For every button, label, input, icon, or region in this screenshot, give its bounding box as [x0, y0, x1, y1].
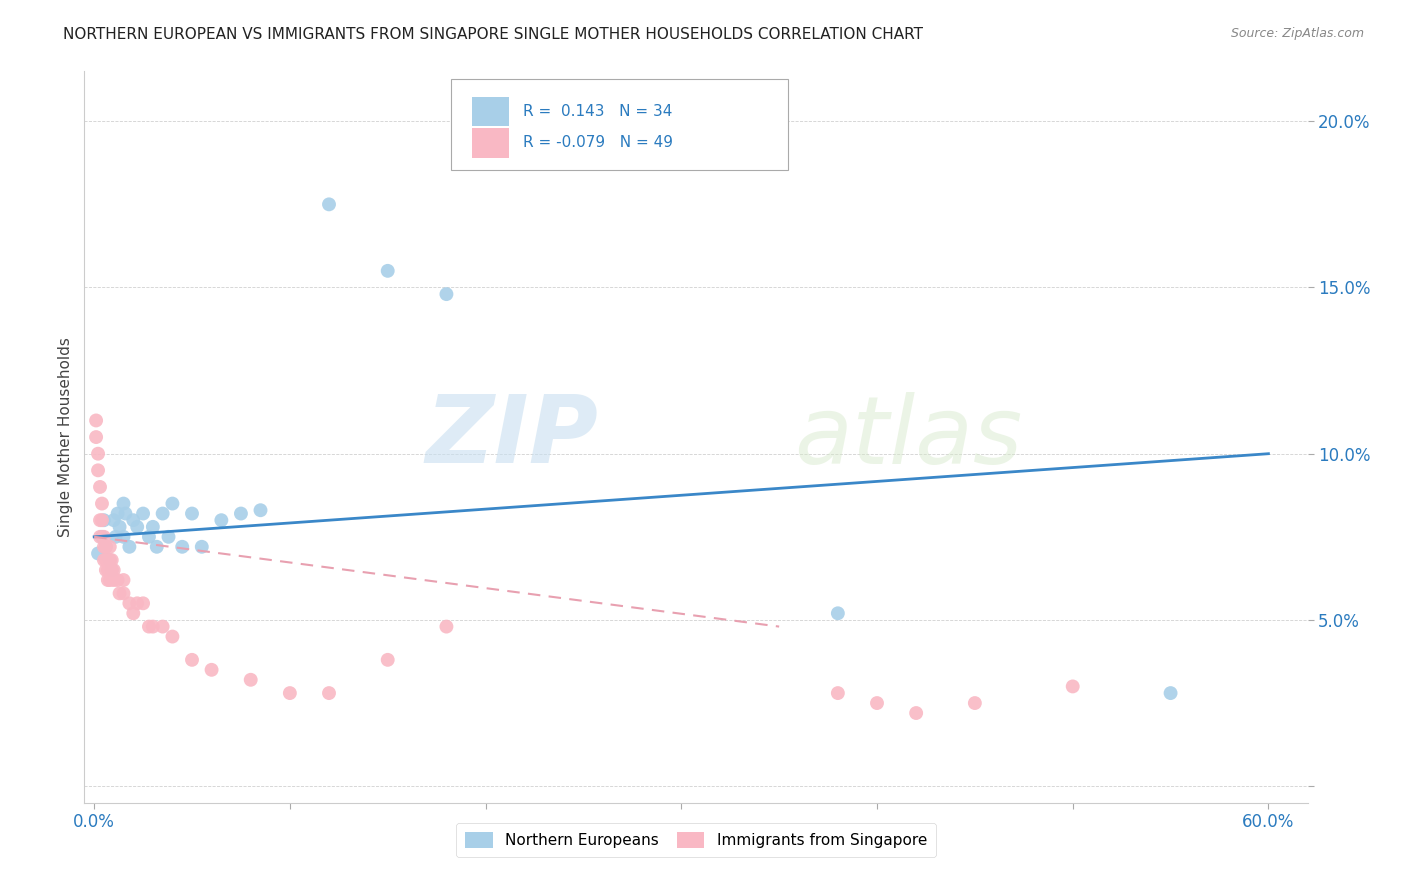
Point	[318, 686, 340, 700]
Point	[108, 586, 131, 600]
Point	[436, 619, 458, 633]
Point	[229, 507, 252, 521]
Point	[436, 287, 458, 301]
Point	[112, 497, 135, 511]
Point	[132, 507, 155, 521]
Point	[142, 520, 165, 534]
Point	[91, 530, 114, 544]
Point	[108, 520, 131, 534]
Point	[1160, 686, 1182, 700]
Point	[249, 503, 271, 517]
Point	[89, 530, 111, 544]
Point	[122, 513, 145, 527]
FancyBboxPatch shape	[472, 97, 509, 127]
Point	[905, 706, 928, 720]
Point	[91, 513, 114, 527]
Point	[100, 553, 122, 567]
Point	[157, 530, 180, 544]
Point	[138, 619, 160, 633]
Text: Source: ZipAtlas.com: Source: ZipAtlas.com	[1230, 27, 1364, 40]
Point	[209, 513, 232, 527]
Point	[827, 686, 849, 700]
Point	[162, 630, 184, 644]
Point	[114, 507, 136, 521]
Point	[89, 480, 111, 494]
Point	[89, 513, 111, 527]
Point	[84, 430, 107, 444]
Point	[138, 530, 160, 544]
Point	[93, 513, 115, 527]
Point	[93, 540, 115, 554]
Point	[103, 563, 125, 577]
Point	[127, 596, 149, 610]
Point	[866, 696, 889, 710]
Point	[97, 553, 120, 567]
Point	[162, 497, 184, 511]
Point	[87, 546, 110, 560]
Point	[103, 513, 125, 527]
Point	[93, 530, 115, 544]
Point	[318, 197, 340, 211]
Point	[200, 663, 222, 677]
Point	[84, 413, 107, 427]
Point	[181, 653, 204, 667]
Point	[377, 653, 399, 667]
Y-axis label: Single Mother Households: Single Mother Households	[58, 337, 73, 537]
Point	[118, 540, 141, 554]
Point	[122, 607, 145, 621]
Point	[146, 540, 169, 554]
Point	[98, 540, 121, 554]
Point	[87, 447, 110, 461]
Point	[172, 540, 194, 554]
Text: atlas: atlas	[794, 392, 1022, 483]
Point	[97, 573, 120, 587]
Point	[112, 573, 135, 587]
Point	[87, 463, 110, 477]
Text: NORTHERN EUROPEAN VS IMMIGRANTS FROM SINGAPORE SINGLE MOTHER HOUSEHOLDS CORRELAT: NORTHERN EUROPEAN VS IMMIGRANTS FROM SIN…	[63, 27, 924, 42]
Point	[98, 573, 121, 587]
Point	[100, 563, 122, 577]
Point	[94, 540, 117, 554]
Point	[377, 264, 399, 278]
Point	[107, 573, 129, 587]
Point	[98, 553, 121, 567]
Point	[132, 596, 155, 610]
Point	[91, 497, 114, 511]
FancyBboxPatch shape	[472, 128, 509, 158]
Point	[94, 540, 117, 554]
Point	[152, 619, 174, 633]
Point	[278, 686, 301, 700]
Text: ZIP: ZIP	[425, 391, 598, 483]
Point	[100, 563, 122, 577]
Point	[94, 553, 117, 567]
Point	[118, 596, 141, 610]
Point	[98, 553, 121, 567]
Point	[827, 607, 849, 621]
Legend: Northern Europeans, Immigrants from Singapore: Northern Europeans, Immigrants from Sing…	[456, 823, 936, 857]
Point	[112, 530, 135, 544]
Text: R = -0.079   N = 49: R = -0.079 N = 49	[523, 136, 673, 151]
Point	[127, 520, 149, 534]
Point	[1062, 680, 1084, 694]
Text: R =  0.143   N = 34: R = 0.143 N = 34	[523, 104, 673, 120]
Point	[239, 673, 262, 687]
Point	[97, 563, 120, 577]
Point	[152, 507, 174, 521]
Point	[107, 507, 129, 521]
Point	[112, 586, 135, 600]
Point	[93, 553, 115, 567]
Point	[963, 696, 986, 710]
FancyBboxPatch shape	[451, 78, 787, 170]
Point	[94, 563, 117, 577]
Point	[181, 507, 204, 521]
Point	[142, 619, 165, 633]
Point	[191, 540, 214, 554]
Point	[103, 573, 125, 587]
Point	[104, 530, 127, 544]
